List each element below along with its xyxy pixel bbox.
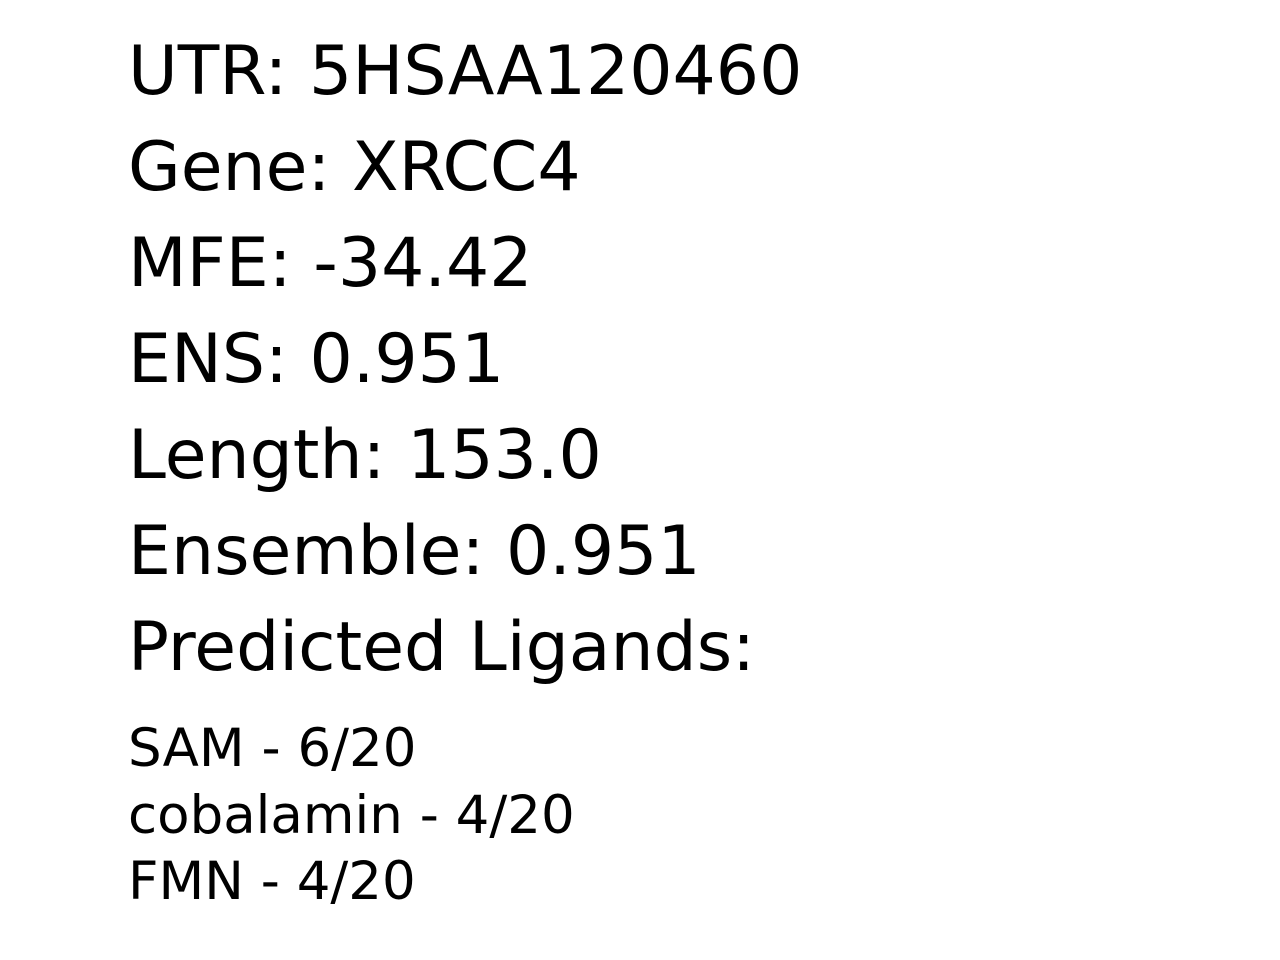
gene-field: Gene: XRCC4 bbox=[128, 134, 581, 202]
ens-label: ENS: bbox=[128, 320, 288, 399]
gene-label: Gene: bbox=[128, 128, 331, 207]
ensemble-value: 0.951 bbox=[506, 512, 701, 591]
utr-field: UTR: 5HSAA120460 bbox=[128, 38, 802, 106]
ensemble-label: Ensemble: bbox=[128, 512, 485, 591]
length-label: Length: bbox=[128, 416, 386, 495]
ligand-score: 6/20 bbox=[297, 718, 417, 779]
ligand-name: FMN bbox=[128, 851, 244, 912]
mfe-label: MFE: bbox=[128, 224, 292, 303]
length-value: 153.0 bbox=[407, 416, 602, 495]
utr-value: 5HSAA120460 bbox=[309, 32, 803, 111]
ensemble-field: Ensemble: 0.951 bbox=[128, 518, 701, 586]
ligand-score: 4/20 bbox=[296, 851, 416, 912]
ens-field: ENS: 0.951 bbox=[128, 326, 504, 394]
ligand-score: 4/20 bbox=[455, 785, 575, 846]
ligands-heading: Predicted Ligands: bbox=[128, 608, 756, 687]
ligand-name: SAM bbox=[128, 718, 245, 779]
ligand-item: SAM - 6/20 bbox=[128, 718, 417, 779]
length-field: Length: 153.0 bbox=[128, 422, 602, 490]
mfe-value: -34.42 bbox=[313, 224, 533, 303]
ens-value: 0.951 bbox=[309, 320, 505, 399]
mfe-field: MFE: -34.42 bbox=[128, 230, 533, 298]
gene-value: XRCC4 bbox=[352, 128, 581, 207]
ligand-item: FMN - 4/20 bbox=[128, 851, 416, 912]
utr-label: UTR: bbox=[128, 32, 288, 111]
ligand-name: cobalamin bbox=[128, 785, 403, 846]
ligand-item: cobalamin - 4/20 bbox=[128, 785, 575, 846]
